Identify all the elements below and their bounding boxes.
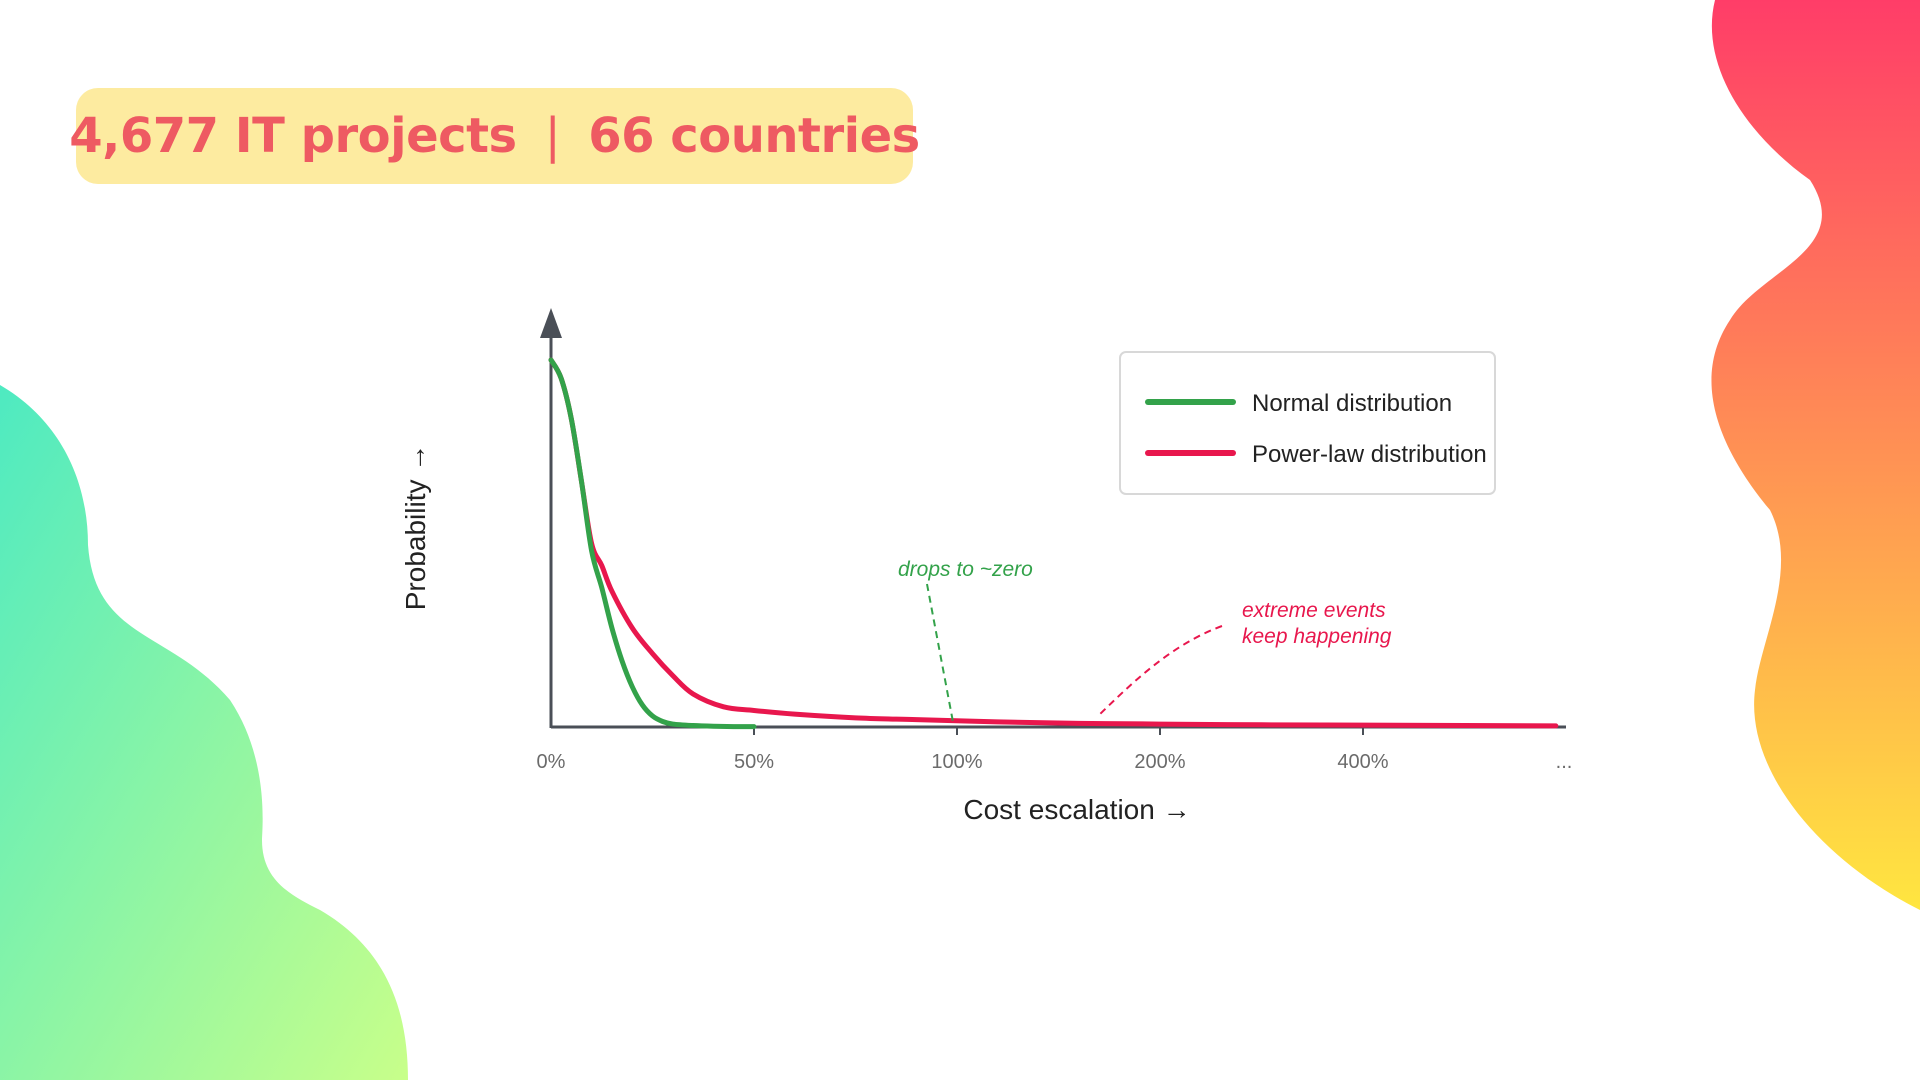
annotation-power-leader [1097,625,1223,717]
chart-series [548,357,1559,730]
annotation-normal-leader [926,583,954,723]
annotation-power-text: extreme events keep happening [1242,599,1392,648]
title-banner: 4,677 IT projects | 66 countries [69,88,920,184]
x-tick-label: 0% [537,751,566,773]
right-blob [1711,0,1920,910]
y-axis-title: Probability → [400,444,431,611]
x-axis-title: Cost escalation → [963,794,1190,825]
x-tick-label: ... [1556,751,1573,773]
annotation-power-line-1: extreme events [1242,599,1386,622]
y-axis-arrow-icon [540,308,562,338]
legend-power-label: Power-law distribution [1252,441,1487,468]
normal-distribution-line [548,357,757,730]
banner-separator: | [544,108,561,164]
countries-count: 66 countries [588,108,920,164]
annotation-normal: drops to ~zero [898,558,1033,723]
annotation-normal-text: drops to ~zero [898,558,1033,581]
legend-normal-label: Normal distribution [1252,390,1452,417]
left-blob [0,385,408,1080]
legend: Normal distribution Power-law distributi… [1119,351,1496,495]
x-tick-label: 400% [1337,751,1388,773]
x-tick-label: 200% [1134,751,1185,773]
x-tick-label: 100% [931,751,982,773]
x-tick-label: 50% [734,751,774,773]
annotation-power-law: extreme events keep happening [1097,599,1392,717]
annotation-power-line-2: keep happening [1242,625,1392,648]
legend-box [1119,351,1496,495]
projects-count: 4,677 IT projects [69,108,517,164]
x-ticks: 0% 50% 100% 200% 400%... [537,727,1573,773]
